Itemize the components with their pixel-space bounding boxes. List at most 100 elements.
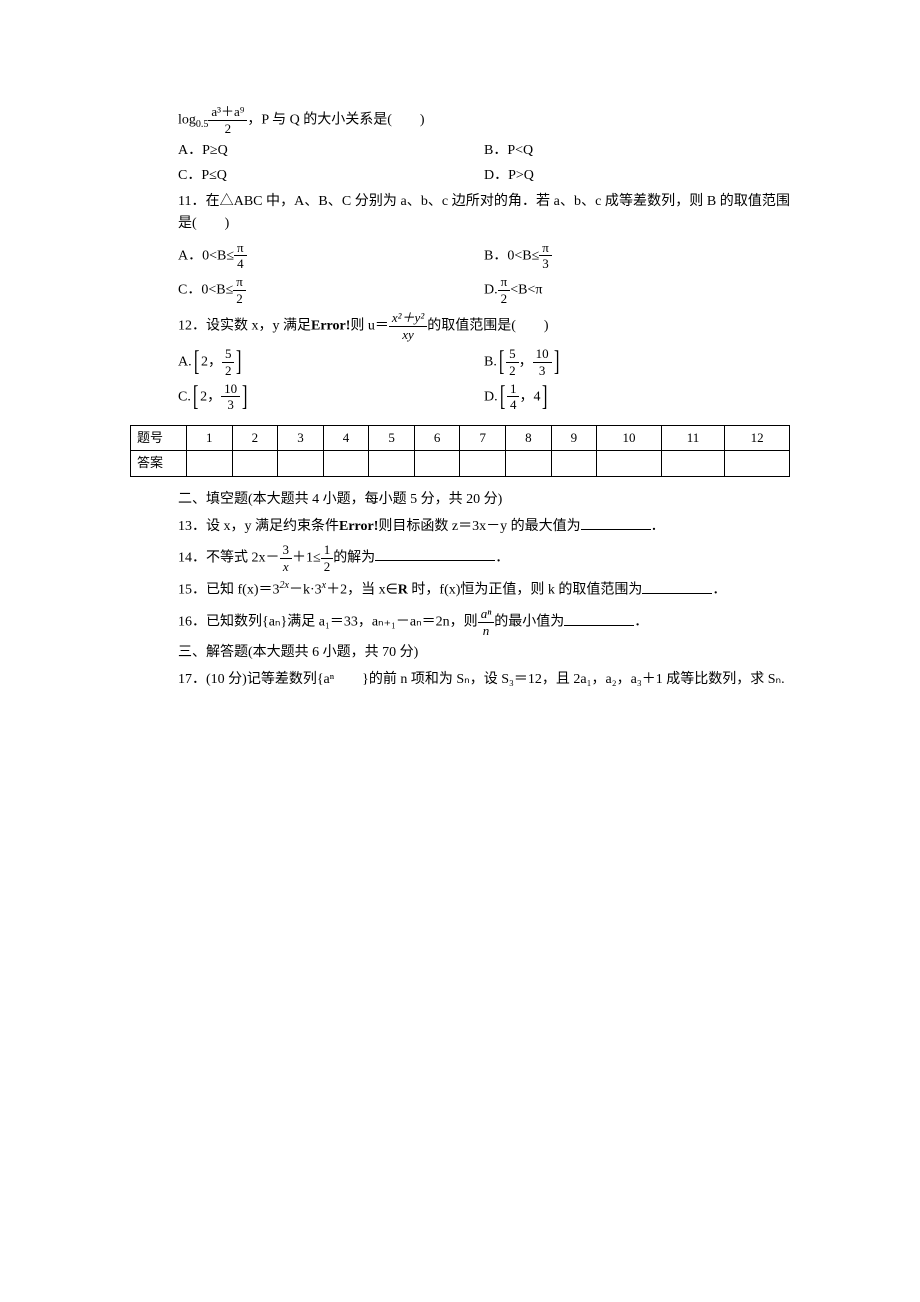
- a: 2: [201, 355, 208, 370]
- q16-pre: 16．已知数列{aₙ}满足 a₁＝33，aₙ₊₁－aₙ＝2n，则: [178, 615, 478, 630]
- q15-pre: 15．已知 f(x)＝3: [178, 583, 280, 598]
- ans-3: [278, 451, 324, 477]
- optD-post: <B<π: [510, 282, 542, 297]
- q15-mid2: ＋2，当 x∈: [326, 583, 398, 598]
- q12-optC: C.[2，103]: [178, 381, 484, 413]
- den: 2: [321, 559, 334, 575]
- q15: 15．已知 f(x)＝32x－k·3x＋2，当 x∈R 时，f(x)恒为正值，则…: [130, 578, 790, 602]
- ans-1: [187, 451, 233, 477]
- ans-12: [725, 451, 790, 477]
- optB-pre: B.: [484, 355, 497, 370]
- optC-pre: C.: [178, 389, 191, 404]
- q14: 14．不等式 2x－3x＋1≤12的解为．: [130, 542, 790, 574]
- ans-9: [551, 451, 597, 477]
- q12-optA: A.[2，52]: [178, 346, 484, 378]
- q11-options-row2: C．0<B≤π2 D.π2<B<π: [130, 274, 790, 306]
- col-3: 3: [278, 425, 324, 451]
- frac-den: 2: [208, 121, 247, 137]
- optD-pre: D.: [484, 282, 498, 297]
- q16: 16．已知数列{aₙ}满足 a₁＝33，aₙ₊₁－aₙ＝2n，则aⁿn的最小值为…: [130, 606, 790, 638]
- q10-frac: a³＋a⁹2: [208, 104, 247, 136]
- frac-b: 103: [533, 346, 552, 378]
- num: 1: [507, 381, 520, 398]
- num: π: [539, 240, 552, 257]
- frac: 52: [222, 346, 235, 378]
- q10-options-row1: A．P≥Q B．P<Q: [130, 140, 790, 162]
- q10-optA: A．P≥Q: [178, 140, 484, 162]
- frac-a: 52: [506, 346, 519, 378]
- q15-mid1: －k·3: [289, 583, 322, 598]
- q16-post: 的最小值为: [494, 615, 564, 630]
- b: 4: [533, 389, 540, 404]
- den: 4: [507, 397, 520, 413]
- q11-stem: 11．在△ABC 中，A、B、C 分别为 a、b、c 边所对的角．若 a、b、c…: [130, 191, 790, 236]
- den: 3: [221, 397, 240, 413]
- q11-optD: D.π2<B<π: [484, 274, 790, 306]
- section3-title: 三、解答题(本大题共 6 小题，共 70 分): [130, 642, 790, 664]
- q13-blank: [581, 516, 651, 530]
- col-9: 9: [551, 425, 597, 451]
- num: 3: [280, 542, 293, 559]
- ans-6: [414, 451, 460, 477]
- optC-pre: C．0<B≤: [178, 282, 233, 297]
- q16-frac: aⁿn: [478, 606, 495, 638]
- q13: 13．设 x，y 满足约束条件Error!则目标函数 z＝3x－y 的最大值为．: [130, 516, 790, 538]
- q16-blank: [564, 612, 634, 626]
- q15-blank: [642, 580, 712, 594]
- log-base: 0.5: [196, 119, 209, 130]
- num: 10: [221, 381, 240, 398]
- q10-optC: C．P≤Q: [178, 165, 484, 187]
- num: π: [498, 274, 511, 291]
- left-bracket-icon: [: [193, 383, 199, 411]
- header-row: 题号 1 2 3 4 5 6 7 8 9 10 11 12: [131, 425, 790, 451]
- section2-title: 二、填空题(本大题共 4 小题，每小题 5 分，共 20 分): [130, 489, 790, 511]
- q15-end: ．: [712, 583, 726, 598]
- col-2: 2: [232, 425, 278, 451]
- num: π: [233, 274, 246, 291]
- left-bracket-icon: [: [499, 383, 505, 411]
- frac-num: a³＋a⁹: [208, 104, 247, 121]
- ans-4: [323, 451, 369, 477]
- q12-options-row2: C.[2，103] D.[14，4]: [130, 381, 790, 413]
- q14-pre: 14．不等式 2x－: [178, 550, 280, 565]
- ans-7: [460, 451, 506, 477]
- q14-frac2: 12: [321, 542, 334, 574]
- num: 1: [321, 542, 334, 559]
- right-bracket-icon: ]: [242, 383, 248, 411]
- col-11: 11: [661, 425, 724, 451]
- bracket-content: 2，52: [201, 346, 235, 378]
- q12-error: Error!: [311, 318, 350, 333]
- den: xy: [389, 327, 427, 343]
- q12-pre: 12．设实数 x，y 满足: [178, 318, 311, 333]
- q13-err: Error!: [339, 519, 378, 534]
- q15-post: 时，f(x)恒为正值，则 k 的取值范围为: [408, 583, 643, 598]
- q12-options-row1: A.[2，52] B.[52，103]: [130, 346, 790, 378]
- ans-11: [661, 451, 724, 477]
- num: x²＋y²: [389, 310, 427, 327]
- log-text: log: [178, 112, 196, 127]
- a: 2: [200, 389, 207, 404]
- optD-pre: D.: [484, 389, 498, 404]
- q12-post: 的取值范围是( ): [427, 318, 548, 333]
- col-4: 4: [323, 425, 369, 451]
- optA-pre: A.: [178, 355, 192, 370]
- left-bracket-icon: [: [193, 348, 199, 376]
- q12-mid: 则 u＝: [350, 318, 389, 333]
- optB-pre: B．0<B≤: [484, 248, 539, 263]
- num: 5: [506, 346, 519, 363]
- q11-optA: A．0<B≤π4: [178, 240, 484, 272]
- bracket: [14，4]: [498, 381, 550, 413]
- den: n: [478, 623, 495, 639]
- q14-blank: [375, 547, 495, 561]
- q10-options-row2: C．P≤Q D．P>Q: [130, 165, 790, 187]
- ans-2: [232, 451, 278, 477]
- q14-frac1: 3x: [280, 542, 293, 574]
- q13-pre: 13．设 x，y 满足约束条件: [178, 519, 339, 534]
- q11-optC: C．0<B≤π2: [178, 274, 484, 306]
- frac: 103: [221, 381, 240, 413]
- col-12: 12: [725, 425, 790, 451]
- q17: 17．(10 分)记等差数列{aⁿ }的前 n 项和为 Sₙ，设 S₃＝12，且…: [130, 669, 790, 691]
- right-bracket-icon: ]: [542, 383, 548, 411]
- num: 5: [222, 346, 235, 363]
- den: 2: [506, 363, 519, 379]
